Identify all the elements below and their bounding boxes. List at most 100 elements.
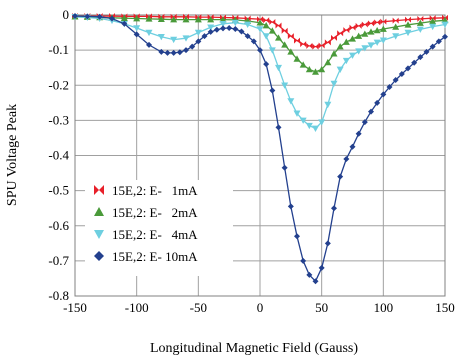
- data-point: [300, 257, 307, 264]
- data-point: [133, 31, 140, 38]
- data-point: [324, 39, 328, 46]
- data-point: [361, 45, 369, 52]
- data-point: [170, 13, 174, 20]
- data-point: [331, 34, 334, 41]
- data-point: [232, 26, 239, 33]
- data-point: [416, 26, 424, 33]
- data-point: [299, 117, 307, 124]
- data-point: [287, 98, 295, 105]
- data-point: [250, 38, 257, 45]
- x-tick-label: 150: [435, 300, 455, 315]
- legend-label: 15E,2: E- 10mA: [112, 249, 198, 264]
- data-point: [380, 91, 387, 98]
- legend-marker: [94, 207, 104, 216]
- data-point: [231, 19, 239, 27]
- data-point: [157, 15, 165, 23]
- data-point: [374, 19, 378, 26]
- data-point: [392, 17, 396, 24]
- data-point: [195, 14, 199, 21]
- data-point-half: [290, 33, 294, 40]
- data-point: [386, 84, 393, 91]
- data-point: [355, 48, 363, 55]
- data-point: [94, 207, 104, 216]
- data-point: [219, 20, 227, 28]
- data-point: [207, 28, 214, 35]
- y-tick-label: -0.4: [48, 148, 69, 163]
- data-point-half: [377, 19, 381, 26]
- data-point: [324, 101, 332, 109]
- data-point-half: [334, 34, 337, 41]
- data-point: [343, 156, 350, 163]
- data-point: [367, 28, 375, 35]
- data-point: [392, 33, 400, 40]
- data-point: [411, 59, 418, 66]
- data-point: [164, 49, 171, 56]
- data-point: [343, 27, 347, 34]
- series-3: [72, 13, 448, 285]
- data-point: [176, 49, 183, 56]
- data-point: [405, 16, 408, 23]
- data-point: [380, 18, 384, 25]
- data-point: [404, 21, 412, 28]
- data-point-half: [149, 13, 152, 20]
- data-point-half: [309, 42, 313, 49]
- data-point-half: [198, 14, 202, 21]
- data-point: [429, 23, 437, 31]
- data-point: [361, 30, 369, 37]
- data-point: [244, 21, 252, 28]
- data-point: [349, 52, 356, 59]
- legend-label: 15E,2: E- 1mA: [112, 183, 198, 198]
- data-point: [294, 37, 297, 44]
- data-point: [268, 47, 276, 54]
- data-point: [269, 87, 276, 94]
- data-point: [183, 47, 189, 54]
- data-point-half: [272, 19, 276, 26]
- data-point: [312, 125, 319, 132]
- data-point: [417, 54, 424, 61]
- data-point: [367, 42, 375, 49]
- data-point-half: [136, 13, 140, 20]
- data-point: [336, 43, 344, 50]
- data-point: [294, 233, 300, 240]
- data-point: [312, 278, 319, 285]
- y-tick-label: -0.5: [48, 183, 69, 198]
- data-point: [318, 264, 325, 271]
- data-point: [330, 80, 338, 87]
- data-point: [373, 39, 381, 46]
- data-point: [374, 99, 381, 106]
- data-point: [441, 21, 449, 28]
- series-1: [71, 13, 449, 75]
- x-tick-label: -100: [125, 300, 149, 315]
- y-tick-label: -0.6: [48, 218, 69, 233]
- legend: 15E,2: E- 1mA 15E,2: E- 2mA 15E,2: E- 4mA 1…: [85, 180, 233, 276]
- data-point: [306, 271, 313, 278]
- data-point: [287, 203, 294, 210]
- data-point: [145, 29, 153, 37]
- legend-marker: [94, 185, 104, 195]
- data-point: [404, 29, 412, 37]
- data-point: [219, 16, 227, 23]
- data-point-half: [210, 14, 214, 21]
- data-point-half: [408, 16, 411, 23]
- data-point: [423, 48, 430, 55]
- data-point: [170, 36, 178, 44]
- data-point: [441, 16, 449, 24]
- data-point-half: [445, 14, 448, 21]
- x-tick-label: -50: [190, 300, 207, 315]
- legend-label: 15E,2: E- 2mA: [112, 205, 198, 220]
- data-point-half: [235, 14, 239, 21]
- legend-box: [85, 180, 233, 276]
- data-point: [324, 240, 331, 247]
- data-point: [337, 173, 344, 180]
- y-tick-label: -0.3: [48, 112, 69, 127]
- data-point: [194, 16, 202, 23]
- data-point: [263, 61, 270, 68]
- data-point-half: [186, 13, 189, 20]
- data-point-half: [247, 15, 251, 22]
- data-point: [349, 143, 356, 150]
- data-point: [146, 13, 149, 20]
- data-point: [281, 164, 288, 171]
- y-tick-label: -0.8: [48, 288, 69, 303]
- data-point-half: [260, 16, 263, 23]
- data-point: [293, 55, 301, 62]
